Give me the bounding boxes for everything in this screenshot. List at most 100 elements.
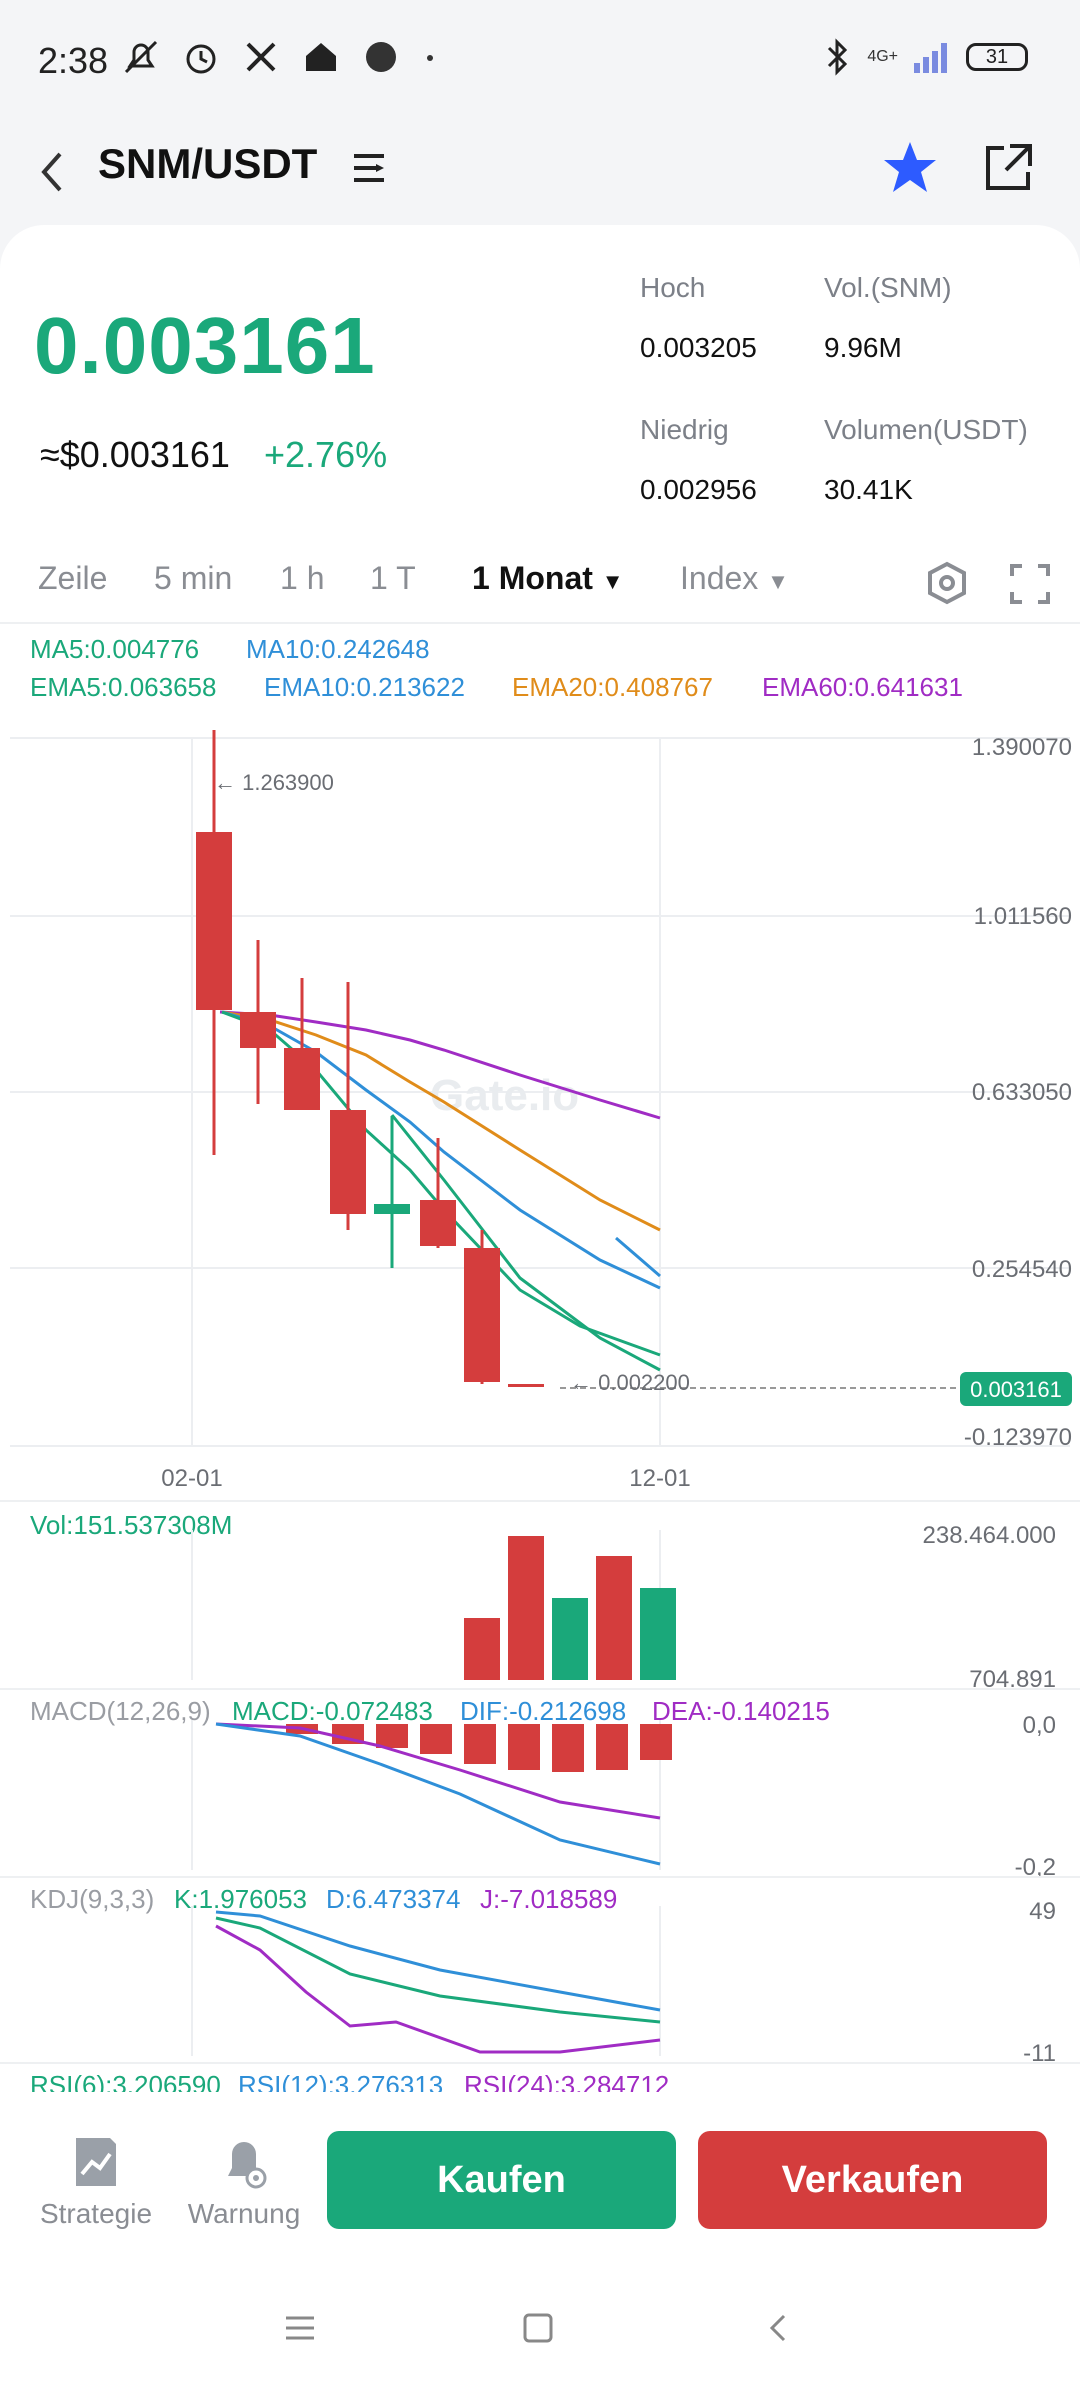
tab-1h[interactable]: 1 h — [280, 560, 325, 596]
tab-index[interactable]: Index ▼ — [680, 560, 789, 597]
low-marker: ← 0.002200 — [570, 1370, 690, 1395]
y-axis-label: 1.011560 — [974, 903, 1072, 930]
ema60-line — [219, 1010, 661, 1120]
ema5-line — [221, 1010, 661, 1357]
timeframe-tabs: Zeile 5 min 1 h 1 T 1 Monat ▼ Index ▼ — [0, 560, 1080, 620]
settings-hexagon-icon[interactable] — [924, 560, 970, 606]
macd-divider — [0, 1876, 1080, 1878]
list-icon[interactable] — [350, 144, 390, 194]
sell-button[interactable]: Verkaufen — [698, 2131, 1047, 2229]
battery-level: 31 — [985, 45, 1009, 68]
kdj-max: 49 — [1029, 1898, 1056, 1925]
vol-snm-label: Vol.(SNM) — [824, 272, 952, 303]
alert-button[interactable]: Warnung — [176, 2130, 312, 2240]
menu-icon[interactable] — [282, 2310, 318, 2346]
rsi-24: RSI(24):3.284712 — [464, 2070, 670, 2092]
chart-watermark: Gate.io — [430, 1071, 579, 1120]
chart-divider — [0, 1500, 1080, 1502]
status-system-icons: 4G+ 31 — [823, 36, 1028, 78]
candle — [284, 1048, 320, 1110]
chevron-left-icon[interactable] — [32, 142, 72, 202]
candle — [464, 1248, 500, 1382]
kdj-j: J:-7.018589 — [480, 1884, 618, 1914]
macd-dea: DEA:-0.140215 — [652, 1696, 830, 1726]
star-icon[interactable] — [880, 138, 940, 198]
ema10-line — [615, 1236, 661, 1278]
signal-icon — [914, 43, 947, 73]
strategy-button[interactable]: Strategie — [28, 2130, 164, 2240]
macd-dif-line — [215, 1722, 661, 1866]
kdj-d: D:6.473374 — [326, 1884, 461, 1914]
kdj-params: KDJ(9,3,3) — [30, 1884, 155, 1914]
candlestick-chart[interactable]: Gate.io ← 1.263900 ← 0.002200 1.390070 1… — [0, 730, 1080, 1510]
chart-grid — [10, 737, 1070, 1447]
tab-1-month[interactable]: 1 Monat ▼ — [472, 560, 624, 597]
alarm-icon — [186, 44, 216, 74]
candle — [374, 1204, 410, 1214]
alert-bell-icon — [228, 2142, 267, 2189]
tab-1t[interactable]: 1 T — [370, 560, 416, 596]
app-circle-icon — [366, 42, 396, 72]
ma10-value: MA10:0.242648 — [246, 634, 430, 664]
ema5-value: EMA5:0.063658 — [30, 672, 217, 702]
page-title[interactable]: SNM/USDT — [98, 140, 318, 187]
low-value: 0.002956 — [640, 474, 757, 505]
macd-bar — [464, 1724, 496, 1764]
low-label: Niedrig — [640, 414, 729, 445]
rsi-12: RSI(12):3.276313 — [238, 2070, 444, 2092]
ma5-value: MA5:0.004776 — [30, 634, 200, 664]
tab-index-label: Index — [680, 560, 759, 596]
volume-label: Vol:151.537308M — [30, 1510, 233, 1540]
macd-dea-line — [215, 1722, 661, 1820]
strategy-label: Strategie — [39, 2198, 153, 2229]
high-value: 0.003205 — [640, 332, 757, 363]
y-axis-label: 1.390070 — [972, 734, 1072, 761]
y-axis-label: 0.633050 — [972, 1079, 1072, 1106]
macd-max: 0,0 — [1022, 1712, 1056, 1739]
volume-bar — [508, 1536, 544, 1680]
volume-bar — [640, 1588, 676, 1680]
volume-bar — [464, 1618, 500, 1680]
macd-chart — [191, 1720, 672, 1870]
tab-line[interactable]: Zeile — [38, 560, 108, 596]
home-square-icon[interactable] — [520, 2310, 556, 2346]
macd-bar — [420, 1724, 452, 1754]
app-header: SNM/USDT — [0, 120, 1080, 230]
volume-divider — [0, 1688, 1080, 1690]
y-axis-label: -0.123970 — [964, 1424, 1072, 1451]
macd-bar — [640, 1724, 672, 1760]
kdj-k: K:1.976053 — [174, 1884, 308, 1914]
current-price-tag: 0.003161 — [970, 1377, 1062, 1402]
ema60-value: EMA60:0.641631 — [762, 672, 963, 702]
volume-bar — [552, 1598, 588, 1680]
ema20-line — [221, 1010, 661, 1232]
status-bar: 2:38 4G+ 31 — [0, 0, 1080, 120]
tab-5min[interactable]: 5 min — [154, 560, 233, 596]
back-icon[interactable] — [760, 2310, 796, 2346]
ema10-value: EMA10:0.213622 — [264, 672, 465, 702]
caret-down-icon: ▼ — [601, 569, 624, 594]
external-link-icon[interactable] — [978, 138, 1038, 198]
ma10-line — [221, 1010, 661, 1290]
volume-chart — [191, 1530, 676, 1680]
price-usd: ≈$0.003161 — [40, 434, 230, 475]
content-card — [0, 225, 1080, 2400]
kdj-j-line — [215, 1924, 661, 2054]
macd-bar — [552, 1724, 584, 1772]
macd-bar — [332, 1724, 364, 1744]
macd-bar — [508, 1724, 540, 1770]
vol-snm-value: 9.96M — [824, 332, 902, 363]
dot-icon — [427, 55, 433, 61]
last-price: 0.003161 — [34, 301, 376, 390]
home-app-icon — [306, 43, 336, 71]
caret-down-icon: ▼ — [767, 569, 789, 594]
candle — [240, 1012, 276, 1048]
mute-icon — [124, 40, 158, 74]
kdj-d-line — [215, 1910, 661, 2012]
alert-label: Warnung — [187, 2198, 301, 2229]
candle — [196, 832, 232, 1010]
fullscreen-icon[interactable] — [1008, 562, 1052, 606]
candle — [508, 1384, 544, 1387]
status-time: 2:38 — [38, 40, 109, 81]
buy-button[interactable]: Kaufen — [327, 2131, 676, 2229]
